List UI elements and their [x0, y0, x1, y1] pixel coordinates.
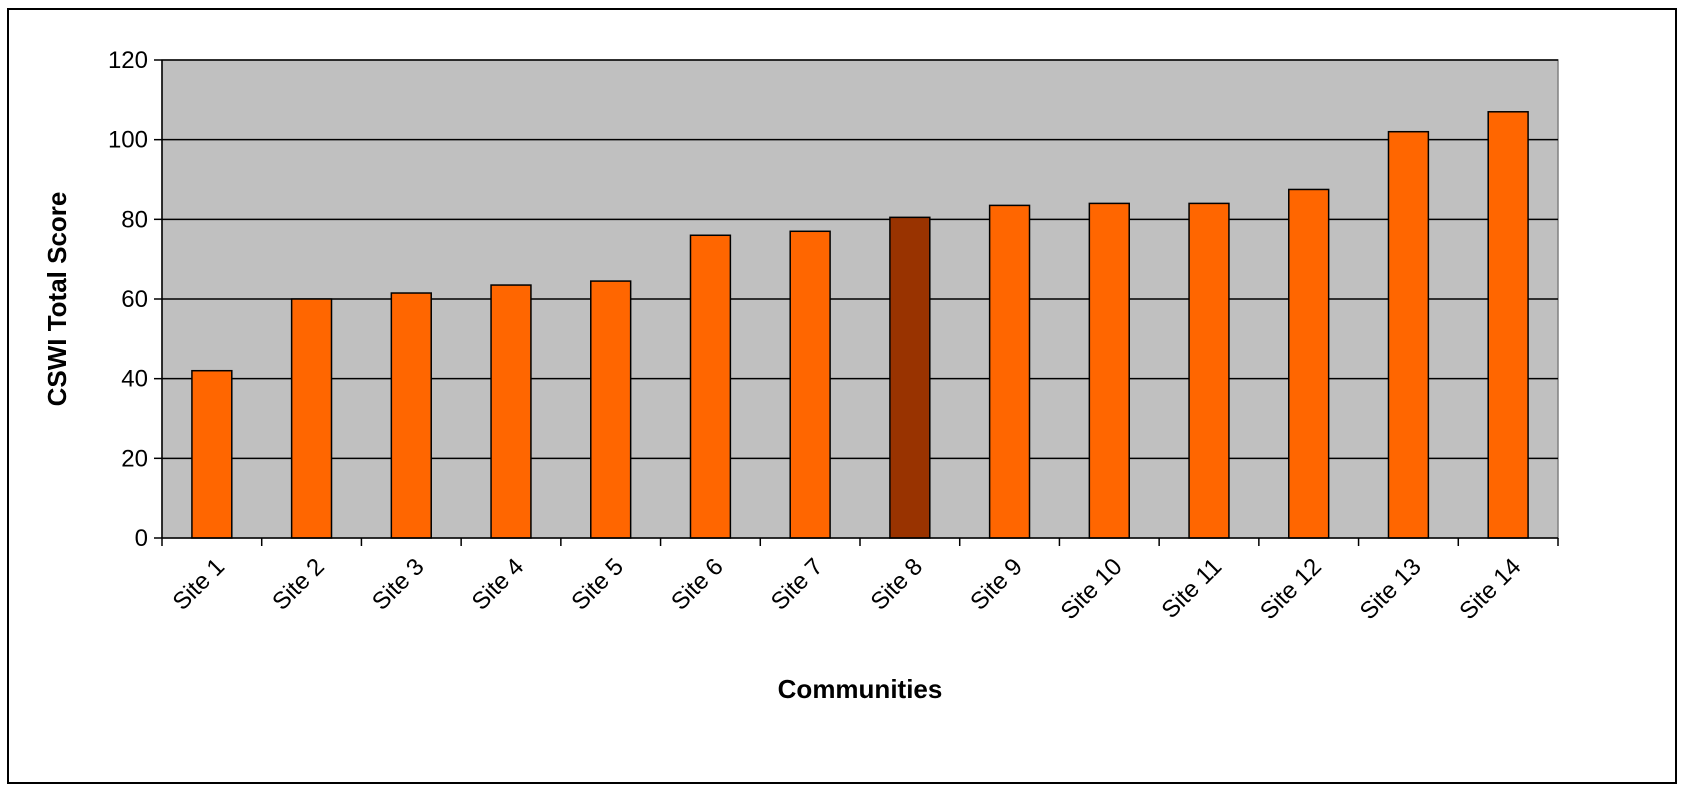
y-tick-labels: 0 20 40 60 80 100 120 — [108, 47, 148, 552]
bar-site-7 — [789, 230, 831, 539]
x-tick-label: Site 9 — [965, 553, 1027, 615]
x-tick-label: Site 6 — [666, 553, 728, 615]
x-tick-label: Site 7 — [766, 553, 828, 615]
bar-site-5 — [590, 280, 632, 539]
bar-site-14 — [1487, 111, 1529, 539]
x-tick-labels: Site 1 Site 2 Site 3 Site 4 Site 5 Site 6 Site… — [168, 553, 1527, 625]
x-tick-label: Site 4 — [467, 553, 529, 615]
y-tick-label: 0 — [135, 525, 148, 552]
bar-site-4 — [490, 284, 532, 539]
bar-site-1 — [191, 369, 233, 539]
bar-site-13 — [1387, 130, 1430, 539]
x-tick-label: Site 5 — [566, 553, 628, 615]
y-tick-label: 80 — [121, 206, 148, 233]
bar-site-12 — [1288, 188, 1330, 539]
bar-site-3 — [390, 292, 432, 539]
axes — [154, 59, 1559, 546]
bar-site-6 — [689, 234, 732, 539]
bar-site-11 — [1188, 202, 1230, 539]
y-tick-label: 40 — [121, 366, 148, 393]
bars — [191, 111, 1529, 539]
x-tick-label: Site 3 — [367, 553, 429, 615]
y-axis-title: CSWI Total Score — [42, 192, 72, 407]
x-tick-label: Site 1 — [168, 553, 230, 615]
y-tick-label: 120 — [108, 47, 148, 74]
x-tick-label: Site 2 — [267, 553, 329, 615]
bar-site-2 — [290, 298, 333, 539]
bar-site-10 — [1088, 202, 1130, 539]
x-tick-label: Site 12 — [1255, 553, 1327, 625]
x-axis-title: Communities — [778, 674, 943, 704]
bar-site-9 — [988, 204, 1031, 539]
x-tick-label: Site 10 — [1056, 553, 1128, 625]
x-tick-label: Site 8 — [866, 553, 928, 615]
y-tick-label: 100 — [108, 127, 148, 154]
y-tick-label: 20 — [121, 445, 148, 472]
x-tick-label: Site 13 — [1355, 553, 1427, 625]
x-tick-label: Site 14 — [1454, 553, 1526, 625]
x-tick-label: Site 11 — [1157, 553, 1228, 624]
y-tick-label: 60 — [121, 286, 148, 313]
bar-site-8 — [889, 216, 931, 539]
